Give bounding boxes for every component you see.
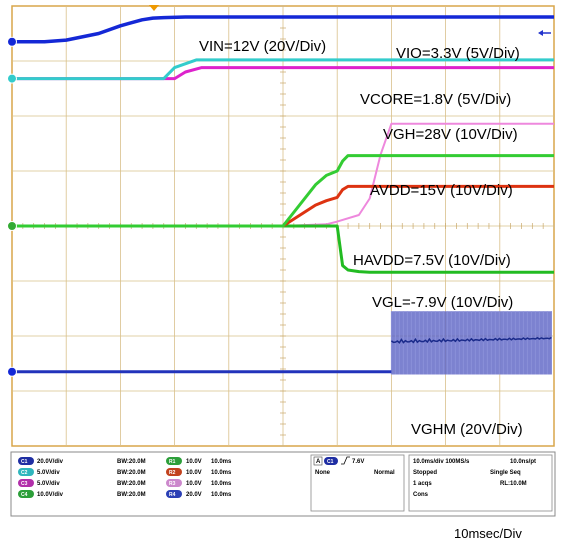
svg-text:10.0V: 10.0V	[186, 470, 202, 476]
series-label-vcore: VCORE=1.8V (5V/Div)	[360, 91, 511, 108]
svg-text:5.0V/div: 5.0V/div	[37, 481, 60, 487]
svg-text:10.0ms: 10.0ms	[211, 481, 232, 487]
trace-vio	[12, 58, 554, 81]
trace-avdd	[12, 154, 554, 228]
acquisition-readout: 10.0ms/div 100MS/s 10.0ns/pt Stopped Sin…	[408, 454, 553, 512]
marker-vghm	[7, 366, 17, 377]
series-label-avdd: AVDD=15V (10V/Div)	[370, 182, 513, 199]
series-label-vgl: VGL=-7.9V (10V/Div)	[372, 294, 513, 311]
svg-text:7.6V: 7.6V	[352, 459, 364, 465]
svg-text:R2: R2	[169, 470, 176, 476]
ref-chip-r3[interactable]	[166, 479, 182, 487]
scope-readout-panel: C1 20.0V/div BW:20.0M C2 5.0V/div BW:20.…	[10, 451, 556, 517]
svg-text:10.0V: 10.0V	[186, 481, 202, 487]
svg-text:10.0ms: 10.0ms	[211, 459, 232, 465]
svg-text:Single Seq: Single Seq	[490, 470, 521, 476]
svg-text:10.0ms/div 100MS/s: 10.0ms/div 100MS/s	[413, 459, 470, 465]
channel-chip-c3[interactable]	[18, 479, 34, 487]
svg-text:10.0ms: 10.0ms	[211, 470, 232, 476]
svg-text:1 acqs: 1 acqs	[413, 481, 432, 487]
timebase-label: 10msec/Div	[454, 526, 522, 541]
ref-row-r2: R2 10.0V 10.0ms	[166, 468, 232, 476]
trace-vin	[12, 15, 554, 44]
channel-markers	[7, 36, 17, 377]
svg-text:A: A	[316, 459, 321, 465]
series-label-havdd: HAVDD=7.5V (10V/Div)	[353, 252, 511, 269]
svg-text:5.0V/div: 5.0V/div	[37, 470, 60, 476]
ref-row-r1: R1 10.0V 10.0ms	[166, 457, 232, 465]
channel-chip-c1[interactable]	[18, 457, 34, 465]
svg-text:C4: C4	[21, 492, 28, 498]
svg-text:BW:20.0M: BW:20.0M	[117, 470, 146, 476]
trace-vgl	[12, 224, 554, 274]
svg-text:R4: R4	[169, 492, 176, 498]
svg-text:C1: C1	[21, 459, 28, 465]
trigger-source-chip	[324, 457, 338, 465]
svg-text:10.0V/div: 10.0V/div	[37, 492, 64, 498]
channel-chip-c4[interactable]	[18, 490, 34, 498]
svg-text:10.0ms: 10.0ms	[211, 492, 232, 498]
channel-row-c2: C2 5.0V/div BW:20.0M	[18, 468, 146, 476]
marker-vio	[7, 73, 17, 84]
trigger-level-marker	[538, 30, 551, 36]
svg-text:BW:20.0M: BW:20.0M	[117, 481, 146, 487]
ref-chip-r2[interactable]	[166, 468, 182, 476]
ref-chip-r4[interactable]	[166, 490, 182, 498]
svg-text:10.0V: 10.0V	[186, 459, 202, 465]
channel-row-c4: C4 10.0V/div BW:20.0M	[18, 490, 146, 498]
trigger-position-marker	[149, 5, 159, 11]
trace-vghm-envelope	[390, 336, 552, 344]
series-label-vghm: VGHM (20V/Div)	[411, 421, 523, 438]
series-label-vgh: VGH=28V (10V/Div)	[383, 126, 518, 143]
trace-havdd	[12, 184, 554, 228]
series-label-vio: VIO=3.3V (5V/Div)	[396, 45, 520, 62]
marker-vin	[7, 36, 17, 47]
waveform-traces	[12, 15, 554, 375]
svg-text:Cons: Cons	[413, 492, 429, 498]
channel-chip-c2[interactable]	[18, 468, 34, 476]
svg-text:BW:20.0M: BW:20.0M	[117, 459, 146, 465]
ref-row-r4: R4 20.0V 10.0ms	[166, 490, 232, 498]
ref-row-r3: R3 10.0V 10.0ms	[166, 479, 232, 487]
svg-text:20.0V/div: 20.0V/div	[37, 459, 64, 465]
svg-text:C3: C3	[21, 481, 28, 487]
svg-text:Stopped: Stopped	[413, 470, 437, 476]
svg-text:C2: C2	[21, 470, 28, 476]
channel-row-c1: C1 20.0V/div BW:20.0M	[18, 457, 146, 465]
rising-edge-icon	[341, 456, 350, 465]
svg-text:None: None	[315, 470, 331, 476]
trigger-readout[interactable]: A C1 7.6V None Normal	[310, 454, 405, 512]
svg-text:10.0ns/pt: 10.0ns/pt	[510, 459, 536, 465]
svg-text:Normal: Normal	[374, 470, 395, 476]
marker-avdd	[7, 221, 17, 231]
channel-row-c3: C3 5.0V/div BW:20.0M	[18, 479, 146, 487]
svg-text:R3: R3	[169, 481, 176, 487]
ref-chip-r1[interactable]	[166, 457, 182, 465]
svg-text:R1: R1	[169, 459, 176, 465]
series-label-vin: VIN=12V (20V/Div)	[199, 38, 326, 55]
svg-text:RL:10.0M: RL:10.0M	[500, 481, 527, 487]
svg-text:20.0V: 20.0V	[186, 492, 202, 498]
svg-text:BW:20.0M: BW:20.0M	[117, 492, 146, 498]
svg-text:C1: C1	[327, 459, 334, 465]
